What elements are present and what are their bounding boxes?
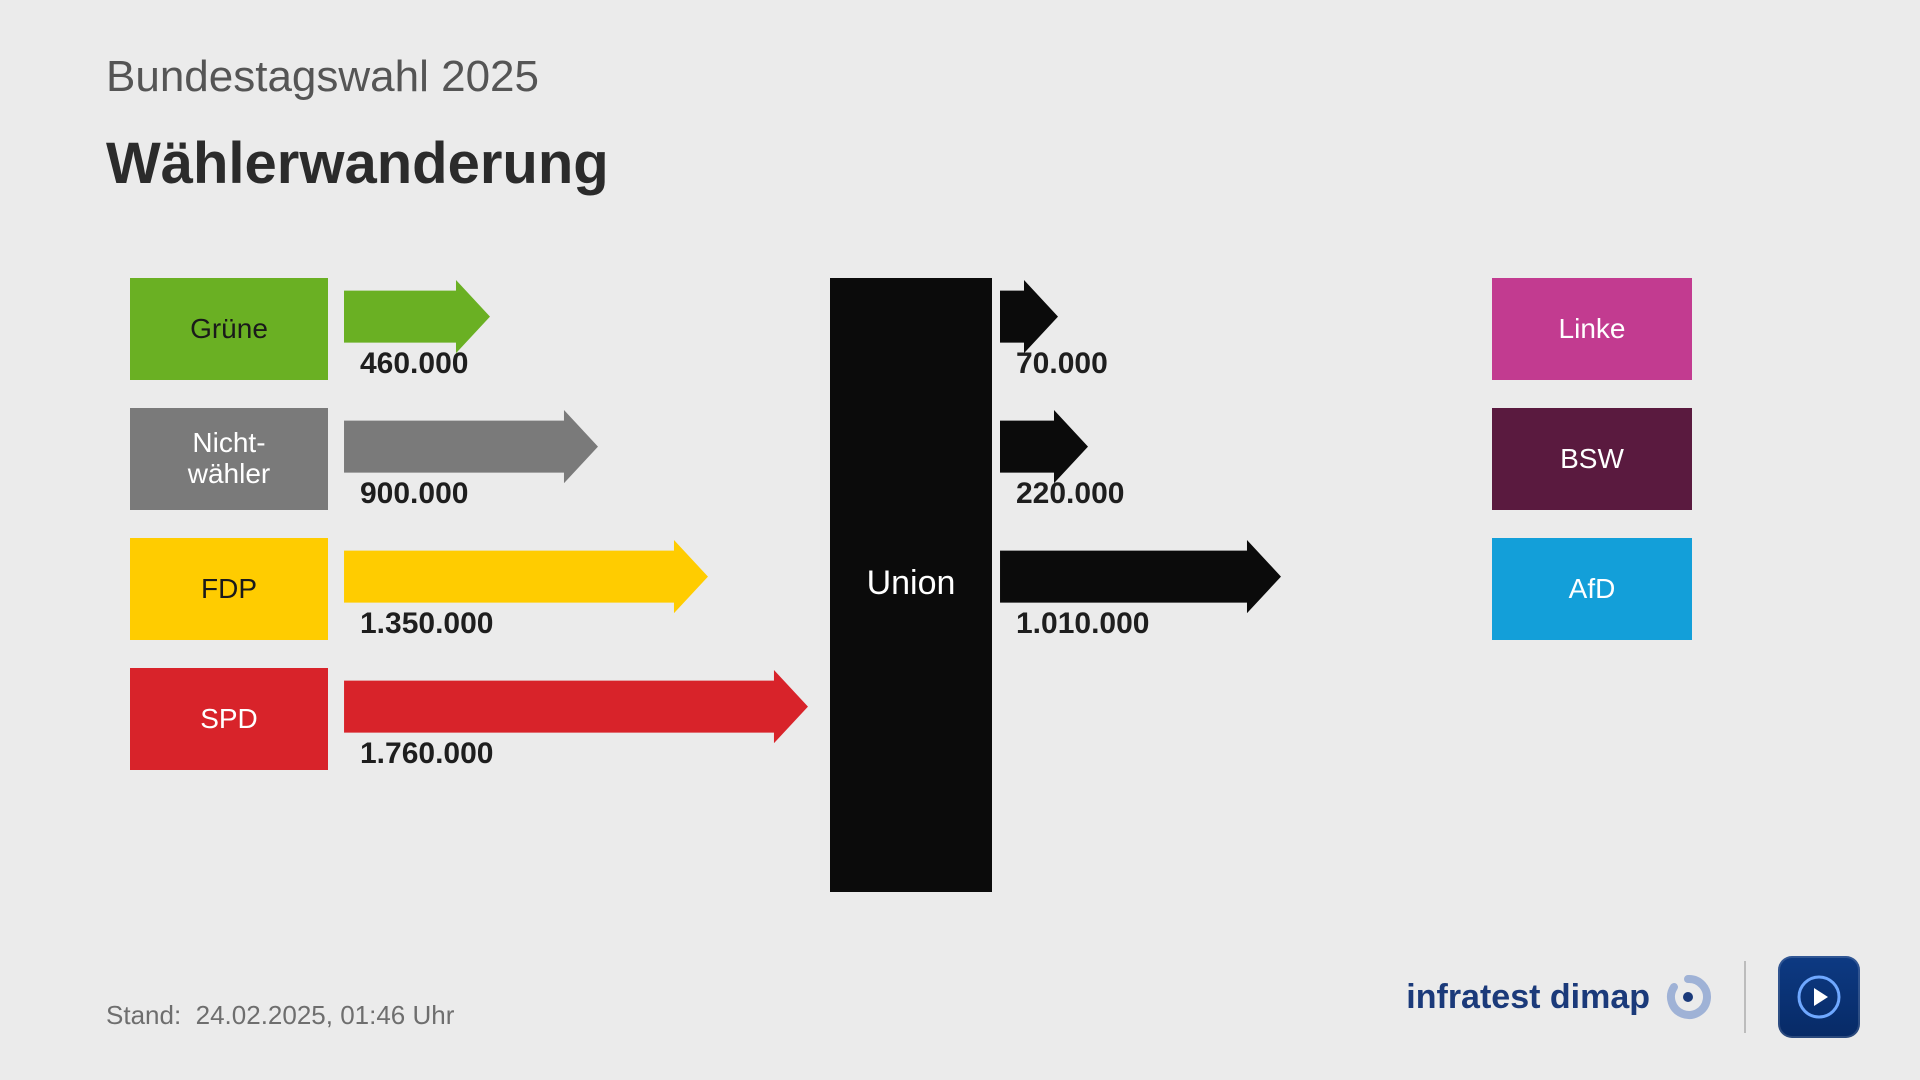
outflow-value: 1.010.000 <box>1016 607 1149 641</box>
outflow-party-box: BSW <box>1492 408 1692 510</box>
inflow-value: 900.000 <box>360 477 468 511</box>
outflow-value: 70.000 <box>1016 347 1108 381</box>
footer-label: Stand: <box>106 1000 181 1030</box>
ard-logo <box>1778 956 1860 1038</box>
outflow-value: 220.000 <box>1016 477 1124 511</box>
ard-globe-icon <box>1792 970 1846 1024</box>
inflow-value: 460.000 <box>360 347 468 381</box>
inflow-party-label: SPD <box>200 704 258 735</box>
logo-area: infratest dimap <box>1406 956 1860 1038</box>
logo-separator <box>1744 961 1746 1033</box>
inflow-party-label: Grüne <box>190 314 268 345</box>
inflow-party-box: FDP <box>130 538 328 640</box>
outflow-party-box: Linke <box>1492 278 1692 380</box>
footer-stand: Stand: 24.02.2025, 01:46 Uhr <box>106 1000 454 1031</box>
infratest-dimap-logo: infratest dimap <box>1406 973 1712 1021</box>
central-party-label: Union <box>830 564 992 603</box>
outflow-party-box: AfD <box>1492 538 1692 640</box>
page-title: Wählerwanderung <box>106 130 609 197</box>
inflow-value: 1.350.000 <box>360 607 493 641</box>
inflow-party-box: Nicht- wähler <box>130 408 328 510</box>
outflow-party-label: AfD <box>1569 574 1616 605</box>
inflow-party-box: Grüne <box>130 278 328 380</box>
outflow-party-label: Linke <box>1559 314 1626 345</box>
inflow-party-label: FDP <box>201 574 257 605</box>
inflow-value: 1.760.000 <box>360 737 493 771</box>
outflow-party-label: BSW <box>1560 444 1624 475</box>
footer-value: 24.02.2025, 01:46 Uhr <box>196 1000 455 1030</box>
inflow-party-box: SPD <box>130 668 328 770</box>
infratest-dimap-text: infratest dimap <box>1406 978 1650 1017</box>
infratest-swirl-icon <box>1664 973 1712 1021</box>
inflow-party-label: Nicht- wähler <box>188 428 270 490</box>
supertitle: Bundestagswahl 2025 <box>106 52 539 102</box>
